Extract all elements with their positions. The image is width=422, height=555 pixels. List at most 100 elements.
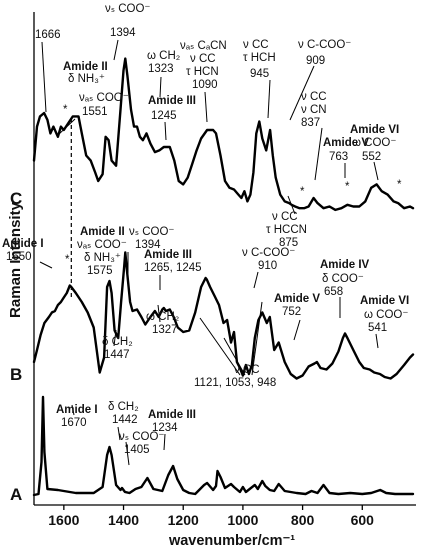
- annotation-c-763: 763: [329, 151, 348, 163]
- annotation-c-amide3-name: Amide III: [148, 95, 196, 107]
- annotation-c-vcc-837: ν CC: [301, 91, 327, 103]
- annotation-b-amide1-val: 1650: [6, 251, 32, 263]
- annotation-b-amide6-name: Amide VI: [360, 295, 409, 307]
- annotation-c-thccn: τ HCCN: [266, 224, 307, 236]
- annotation-b-vccoo-val: 910: [258, 260, 277, 272]
- x-tick-label: 1600: [48, 512, 79, 528]
- spectrum-line-a: [32, 395, 415, 497]
- leader-line: [39, 261, 53, 269]
- leader-line: [287, 195, 296, 215]
- leader-line: [199, 317, 241, 376]
- leader-line: [157, 304, 161, 323]
- annotation-c-945: 945: [250, 68, 269, 80]
- annotation-c-dnh3: δ NH₃⁺: [68, 73, 105, 85]
- annotation-c-thch: τ HCH: [243, 52, 276, 64]
- x-tick-label: 1000: [227, 512, 258, 528]
- trace-label-b: B: [10, 365, 22, 384]
- spectrum-line-b: [32, 251, 415, 380]
- annotation-a-dch2-name: δ CH₂: [108, 401, 139, 413]
- leader-line: [57, 118, 76, 136]
- annotation-c-amide6-name: Amide VI: [350, 124, 399, 136]
- leader-line: [71, 404, 75, 416]
- annotation-c-909: 909: [306, 55, 325, 67]
- annotation-a-amide3-val: 1234: [152, 422, 178, 434]
- y-axis-label: Raman Intensity: [7, 201, 24, 318]
- annotation-c-1666: 1666: [35, 29, 61, 41]
- leader-line: [41, 41, 47, 113]
- leader-line: [375, 333, 379, 349]
- annotation-b-vccoo-name: ν C-COO⁻: [242, 247, 295, 259]
- annotation-b-amide3-name: Amide III: [144, 249, 192, 261]
- annotation-b-wch2-val: 1327: [152, 324, 178, 336]
- leader-line: [117, 426, 121, 441]
- annotation-b-amide4-name: Amide IV: [320, 259, 370, 271]
- annotation-c-vcc-875: ν CC: [272, 211, 298, 223]
- annotation-b-amide5-val: 752: [282, 306, 301, 318]
- x-tick-label: 1200: [168, 512, 199, 528]
- annotation-b-vcc-name: ν CC: [234, 364, 260, 376]
- trace-label-c: C: [10, 189, 22, 208]
- annotation-b-vscoo-name: νₛ COO⁻: [129, 226, 175, 238]
- annotation-b-amide6-val: 541: [368, 322, 387, 334]
- annotation-c-837: 837: [301, 117, 320, 129]
- annotation-b-amide4-val: 658: [324, 286, 343, 298]
- annotation-c-vascoo: νₐₛ COO⁻: [79, 92, 129, 104]
- annotation-b-amide2-val: 1575: [87, 265, 113, 277]
- annotation-b-star: *: [65, 254, 70, 266]
- annotation-c-star2: *: [300, 186, 305, 198]
- leader-line: [253, 271, 259, 289]
- annotation-c-vcn: ν CN: [301, 104, 327, 116]
- annotation-c-vascacn: νₐₛ CₐCN: [180, 40, 227, 52]
- x-tick-label: 1400: [108, 512, 139, 528]
- annotation-c-vcc-945: ν CC: [243, 39, 269, 51]
- leader-line: [163, 433, 166, 451]
- annotation-b-wch2-name: ω CH₂: [146, 311, 179, 323]
- annotation-b-wcoo: ω COO⁻: [364, 309, 408, 321]
- leader-line: [373, 161, 379, 181]
- annotation-b-vcc-val: 1121, 1053, 948: [194, 377, 276, 389]
- annotation-c-star4: *: [397, 179, 402, 191]
- annotation-c-wcoo: ω COO⁻: [352, 137, 396, 149]
- leader-line: [267, 79, 271, 119]
- annotation-b-dch2-name: δ CH₂: [102, 336, 133, 348]
- leader-line: [289, 65, 315, 121]
- traces-layer: [32, 57, 415, 497]
- annotation-b-amide2-name: Amide II: [80, 226, 125, 238]
- annotation-c-vcc-1090: ν CC: [190, 53, 216, 65]
- axes-layer: 1600 1400 1200 1000 800 600: [33, 12, 416, 528]
- leader-line: [164, 121, 167, 141]
- x-tick-label: 600: [351, 512, 375, 528]
- annotation-b-amide5-name: Amide V: [274, 293, 320, 305]
- annotation-b-dch2-val: 1447: [104, 349, 130, 361]
- annotation-b-dnh3: δ NH₃⁺: [84, 252, 121, 264]
- annotation-c-wch2-name: ω CH₂: [147, 50, 180, 62]
- annotation-b-amide1-name: Amide I: [2, 238, 44, 250]
- x-tick-label: 800: [291, 512, 315, 528]
- annotation-c-thcn: τ HCN: [186, 66, 219, 78]
- leader-line: [251, 301, 263, 376]
- annotation-a-vscoo-name: νₛ COO⁻: [119, 431, 165, 443]
- leader-line: [159, 76, 162, 98]
- annotation-c-vscoo-val: 1394: [110, 27, 136, 39]
- leader-line: [223, 337, 246, 376]
- annotation-b-dcoo: δ COO⁻: [322, 273, 364, 285]
- leader-line: [125, 441, 130, 466]
- annotation-b-amide3-val: 1265, 1245: [144, 262, 202, 274]
- annotation-a-vscoo-val: 1405: [124, 444, 150, 456]
- x-axis-label: wavenumber/cm⁻¹: [168, 533, 295, 549]
- trace-label-a: A: [10, 485, 22, 504]
- annotation-b-vascoo: νₐₛ COO⁻: [77, 239, 127, 251]
- annotation-a-dch2-val: 1442: [112, 414, 138, 426]
- spectrum-line-c: [32, 57, 415, 212]
- annotation-c-amide2-val: 1551: [82, 106, 108, 118]
- annotation-c-amide2-name: Amide II: [63, 61, 108, 73]
- annotation-c-amide3-val: 1245: [151, 110, 177, 122]
- leader-line: [293, 319, 301, 341]
- annotation-c-star1: *: [63, 104, 68, 116]
- annotation-c-1090: 1090: [192, 79, 218, 91]
- leader-line: [113, 39, 119, 61]
- annotation-a-amide1-val: 1670: [61, 417, 87, 429]
- leader-line: [204, 91, 208, 123]
